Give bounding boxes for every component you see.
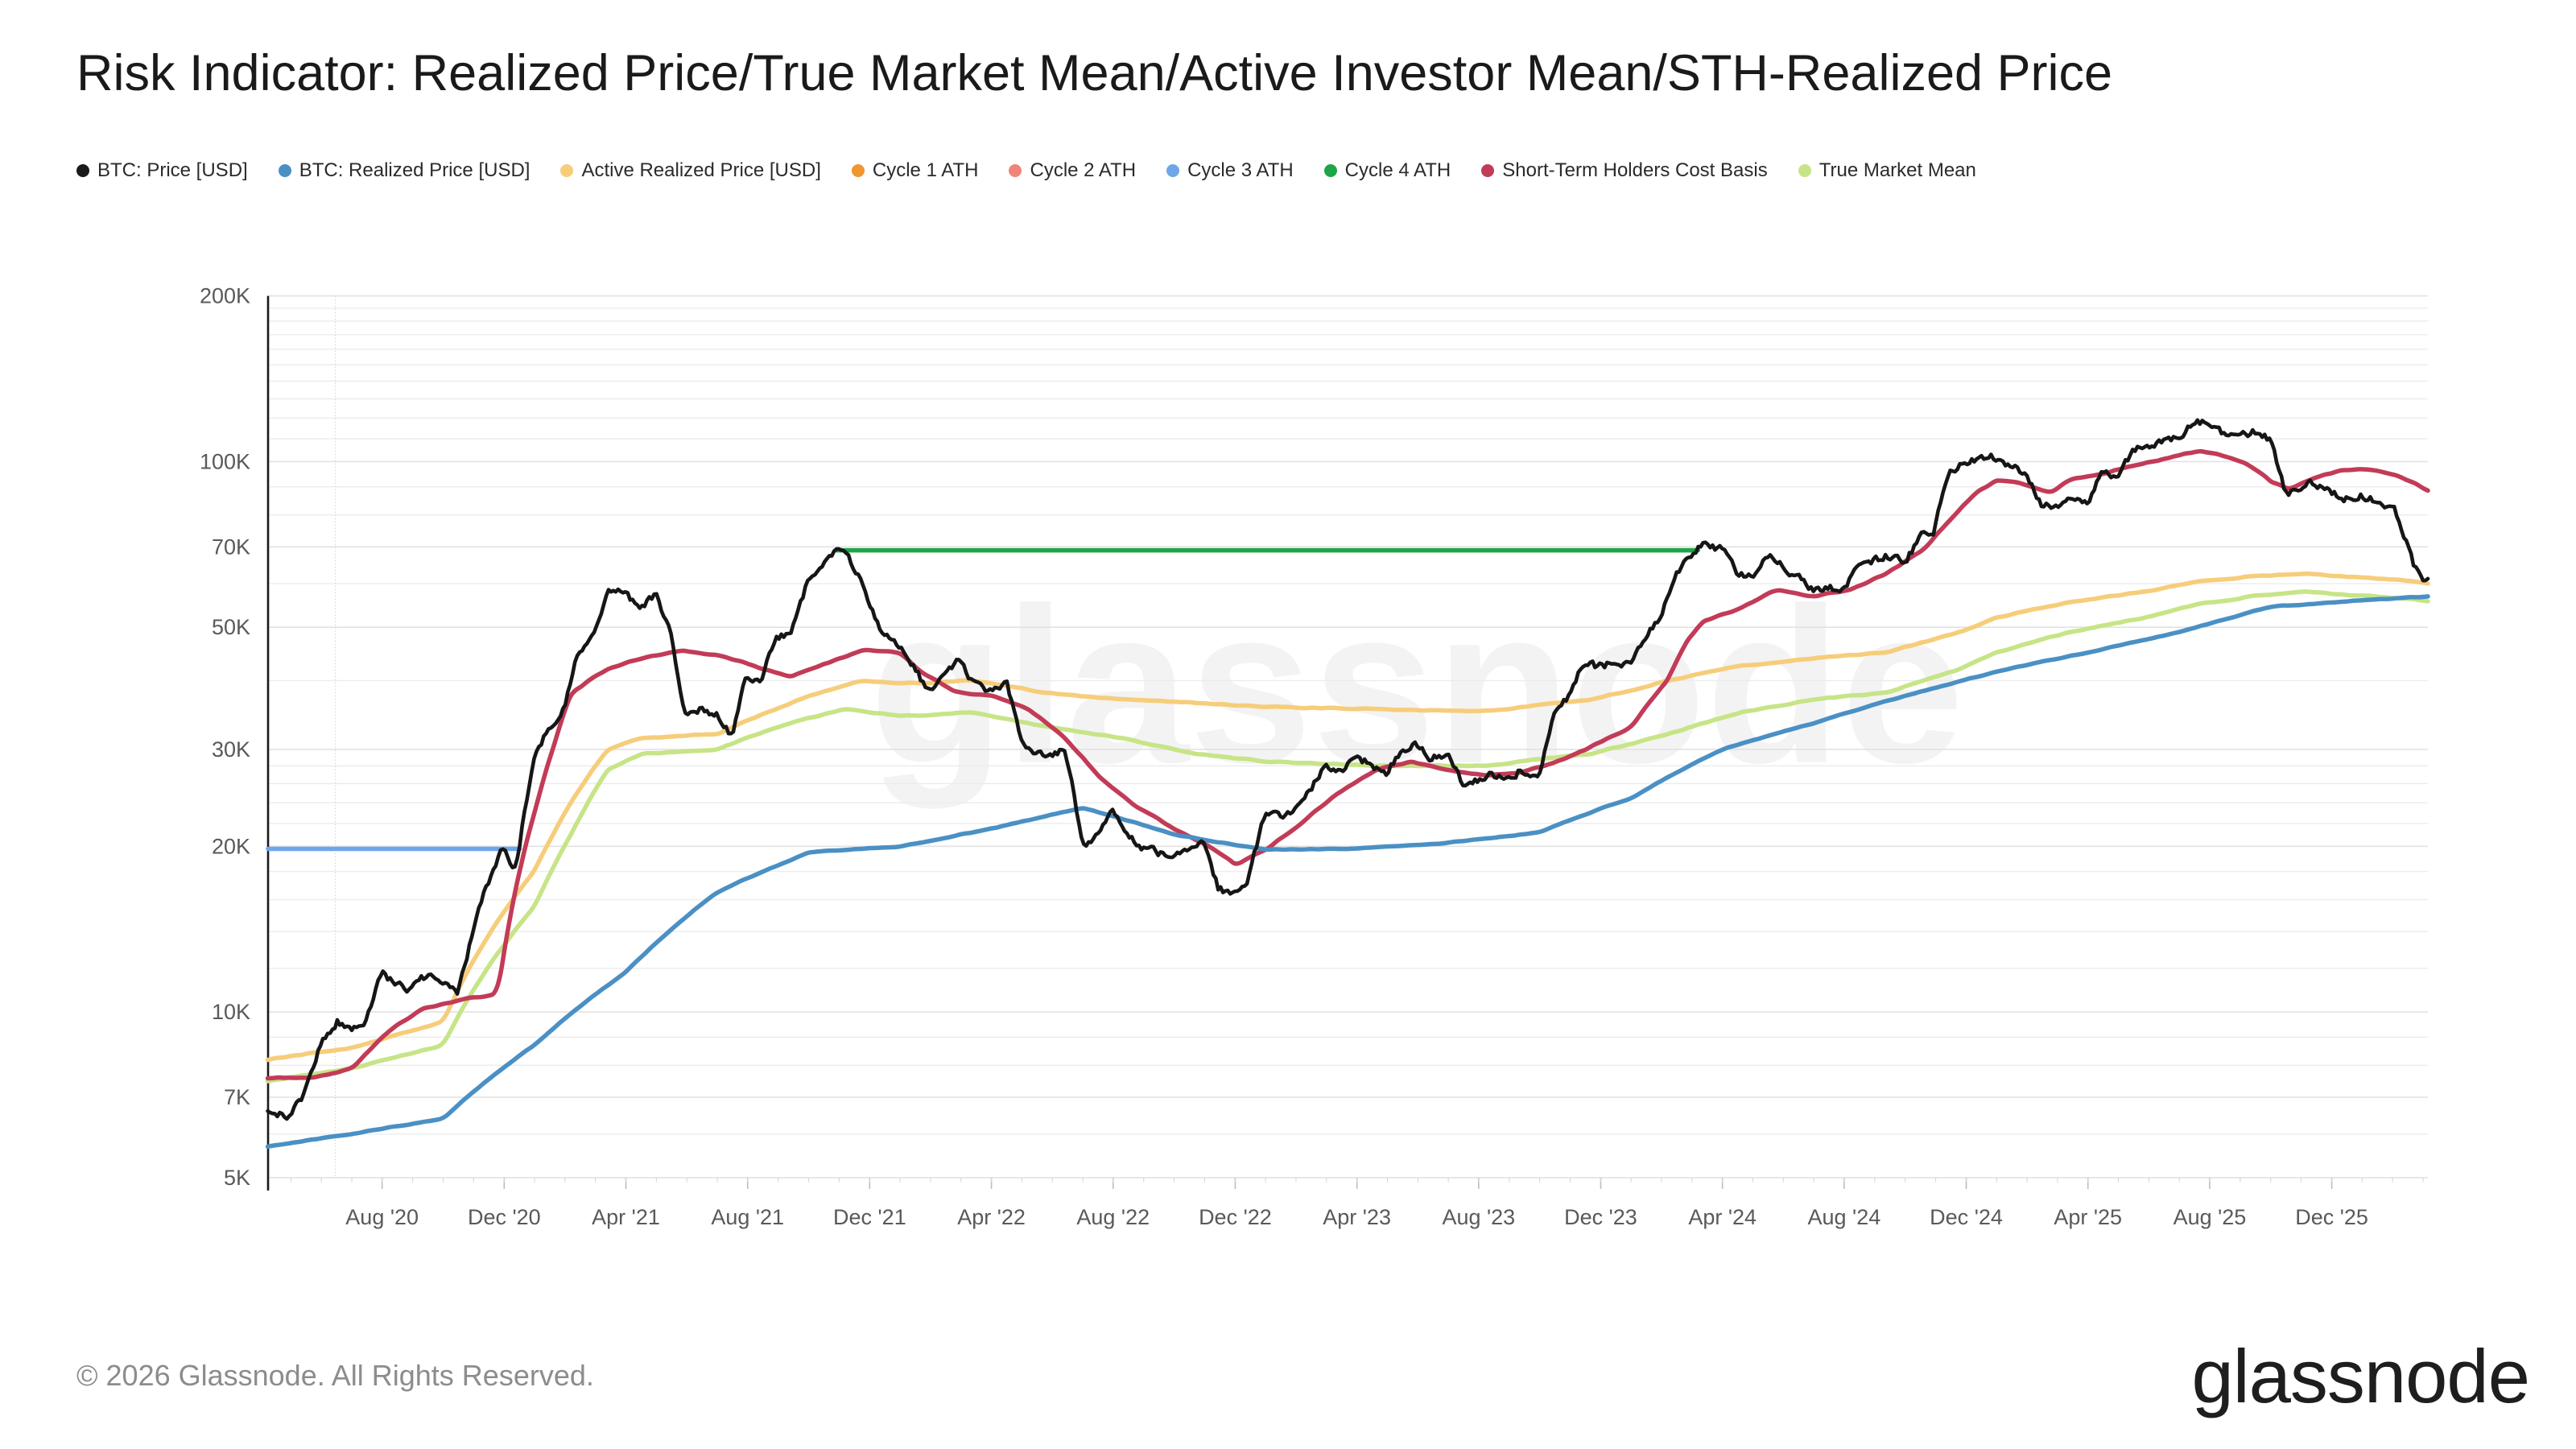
svg-text:Dec '24: Dec '24 bbox=[1930, 1205, 2003, 1229]
svg-text:Dec '22: Dec '22 bbox=[1199, 1205, 1272, 1229]
svg-text:Apr '23: Apr '23 bbox=[1323, 1205, 1391, 1229]
svg-text:Apr '25: Apr '25 bbox=[2054, 1205, 2122, 1229]
svg-text:100K: 100K bbox=[200, 449, 250, 473]
svg-text:Aug '22: Aug '22 bbox=[1076, 1205, 1150, 1229]
svg-text:Aug '20: Aug '20 bbox=[345, 1205, 419, 1229]
svg-text:5K: 5K bbox=[224, 1166, 250, 1190]
svg-text:7K: 7K bbox=[224, 1085, 250, 1109]
svg-text:Aug '21: Aug '21 bbox=[711, 1205, 784, 1229]
svg-text:70K: 70K bbox=[212, 535, 250, 559]
svg-text:Apr '24: Apr '24 bbox=[1688, 1205, 1757, 1229]
svg-text:Dec '21: Dec '21 bbox=[833, 1205, 906, 1229]
svg-text:20K: 20K bbox=[212, 834, 250, 858]
svg-text:Apr '21: Apr '21 bbox=[592, 1205, 660, 1229]
svg-text:200K: 200K bbox=[200, 284, 250, 308]
svg-text:Dec '25: Dec '25 bbox=[2295, 1205, 2368, 1229]
svg-text:Aug '24: Aug '24 bbox=[1808, 1205, 1881, 1229]
svg-text:Dec '20: Dec '20 bbox=[468, 1205, 541, 1229]
svg-text:Aug '23: Aug '23 bbox=[1442, 1205, 1515, 1229]
svg-text:10K: 10K bbox=[212, 1000, 250, 1024]
svg-text:Aug '25: Aug '25 bbox=[2174, 1205, 2247, 1229]
svg-text:Dec '23: Dec '23 bbox=[1564, 1205, 1637, 1229]
svg-text:50K: 50K bbox=[212, 615, 250, 639]
svg-text:30K: 30K bbox=[212, 737, 250, 762]
svg-text:Apr '22: Apr '22 bbox=[957, 1205, 1026, 1229]
